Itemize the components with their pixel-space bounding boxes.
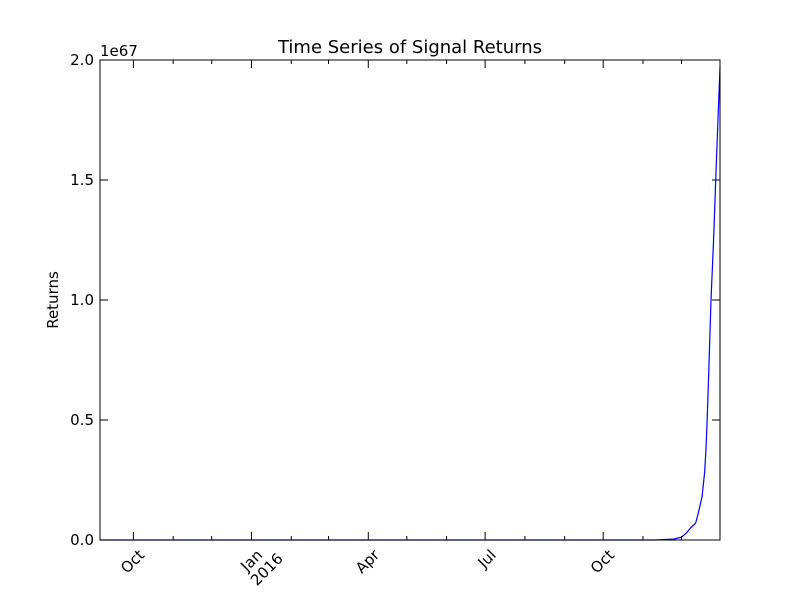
series-line-0 [100,67,721,541]
y-tick-label-4: 2.0 [70,51,94,69]
y-axis-label: Returns [44,271,62,329]
y-tick-label-1: 0.5 [70,411,94,429]
x-tick-label-group-0: Oct [117,546,148,577]
x-tick-label-group-2: Apr [352,545,384,577]
x-tick-label-2: Apr [352,545,384,577]
x-tick-label-0: Oct [117,546,148,577]
x-tick-label-group-4: Oct [587,546,618,577]
y-offset-label: 1e67 [100,42,138,60]
y-tick-label-0: 0.0 [70,531,94,549]
y-tick-label-3: 1.5 [70,171,94,189]
x-tick-label-3: Jul [474,546,500,572]
chart-title: Time Series of Signal Returns [277,37,542,58]
x-tick-label-4: Oct [587,546,618,577]
plot-frame [99,59,721,541]
y-tick-label-2: 1.0 [70,291,94,309]
x-tick-label-group-3: Jul [474,546,500,572]
